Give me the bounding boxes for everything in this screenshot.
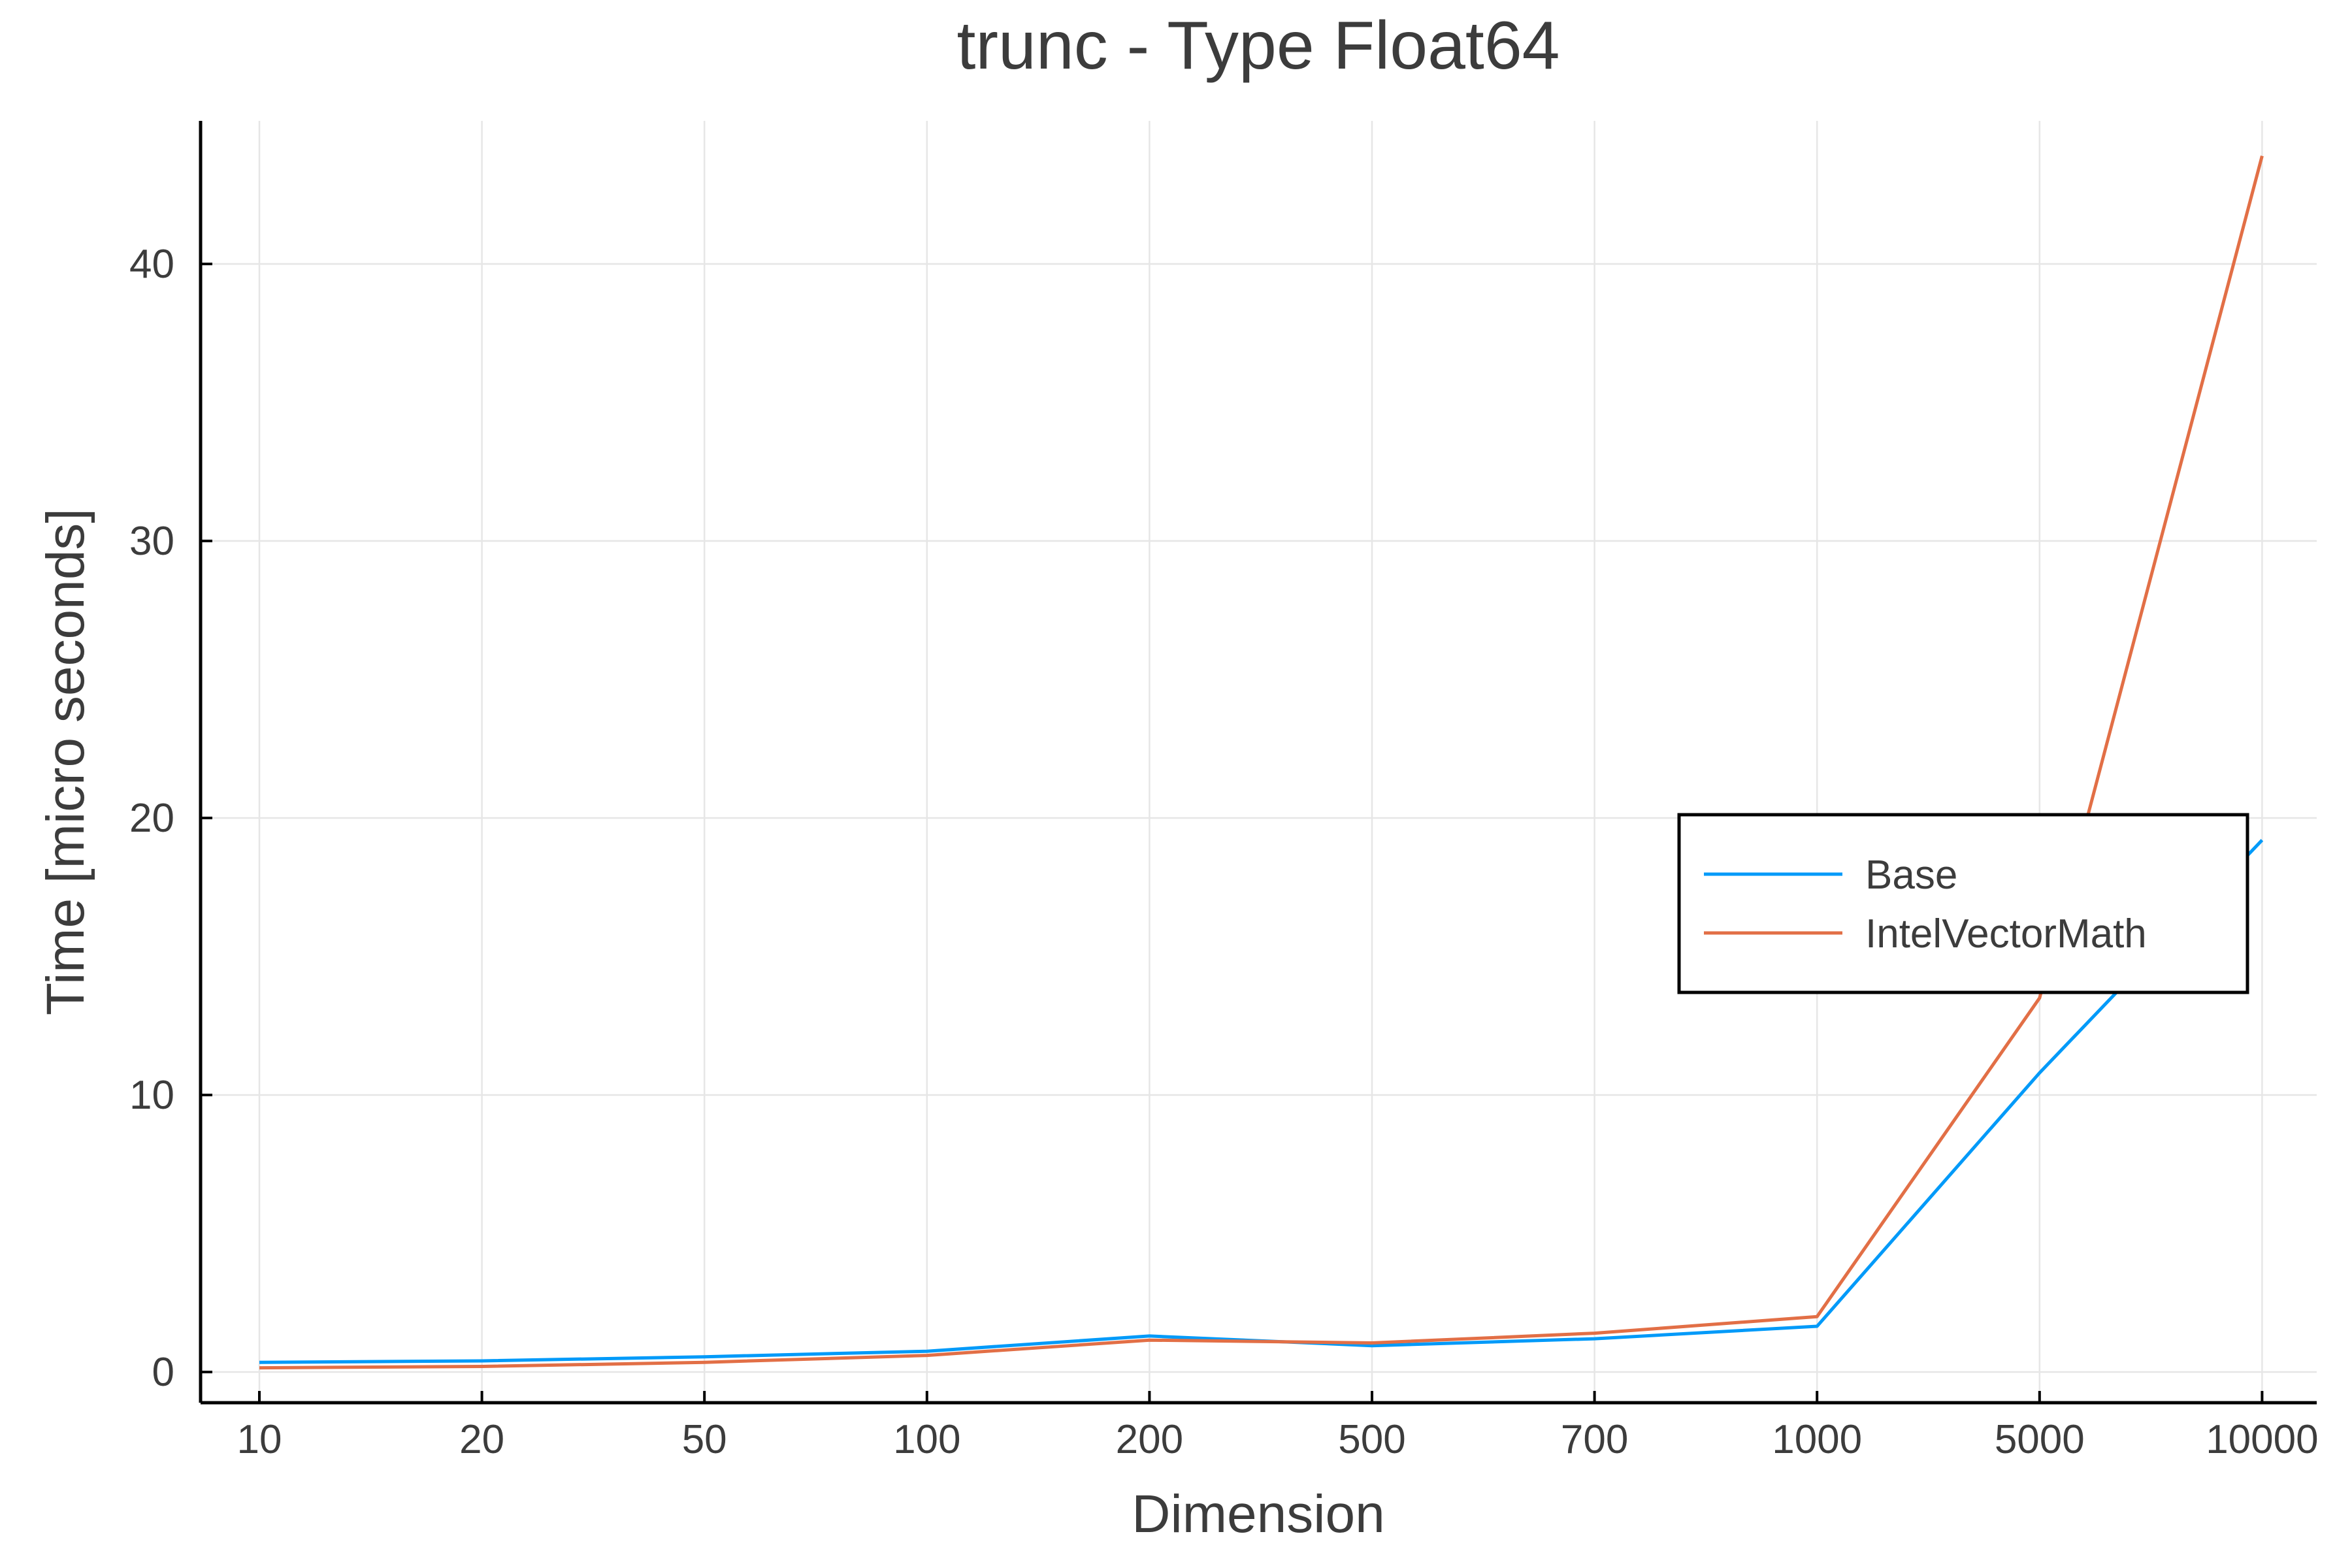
y-axis-ticks: 0 10 20 30 40 <box>129 242 212 1395</box>
legend-box <box>1677 813 2249 994</box>
x-tick-label: 5000 <box>1995 1417 2085 1462</box>
x-tick-label: 10 <box>237 1417 282 1462</box>
legend: Base IntelVectorMath <box>1677 813 2249 994</box>
y-tick-label: 0 <box>152 1350 174 1395</box>
x-tick-label: 100 <box>893 1417 960 1462</box>
x-tick-label: 10000 <box>2206 1417 2318 1462</box>
x-tick-label: 700 <box>1561 1417 1628 1462</box>
y-tick-label: 20 <box>129 796 174 841</box>
y-tick-label: 10 <box>129 1073 174 1118</box>
y-tick-label: 30 <box>129 519 174 564</box>
plot-series <box>259 155 2264 1370</box>
x-tick-label: 20 <box>459 1417 504 1462</box>
x-tick-label: 200 <box>1116 1417 1183 1462</box>
series-line-intelvectormath <box>259 155 2264 1370</box>
x-tick-label: 500 <box>1338 1417 1405 1462</box>
y-tick-label: 40 <box>129 242 174 287</box>
axes <box>199 121 2317 1405</box>
grid <box>201 121 2317 1403</box>
x-tick-label: 50 <box>682 1417 727 1462</box>
legend-label-base: Base <box>1865 853 1957 898</box>
x-tick-label: 1000 <box>1772 1417 1862 1462</box>
legend-label-intelvectormath: IntelVectorMath <box>1865 911 2147 956</box>
x-axis-ticks: 10 20 50 100 200 500 700 1000 5000 10000 <box>237 1391 2319 1462</box>
x-axis-title: Dimension <box>1132 1484 1384 1544</box>
y-axis-title: Time [micro seconds] <box>36 508 95 1015</box>
chart-title: trunc - Type Float64 <box>957 8 1560 84</box>
